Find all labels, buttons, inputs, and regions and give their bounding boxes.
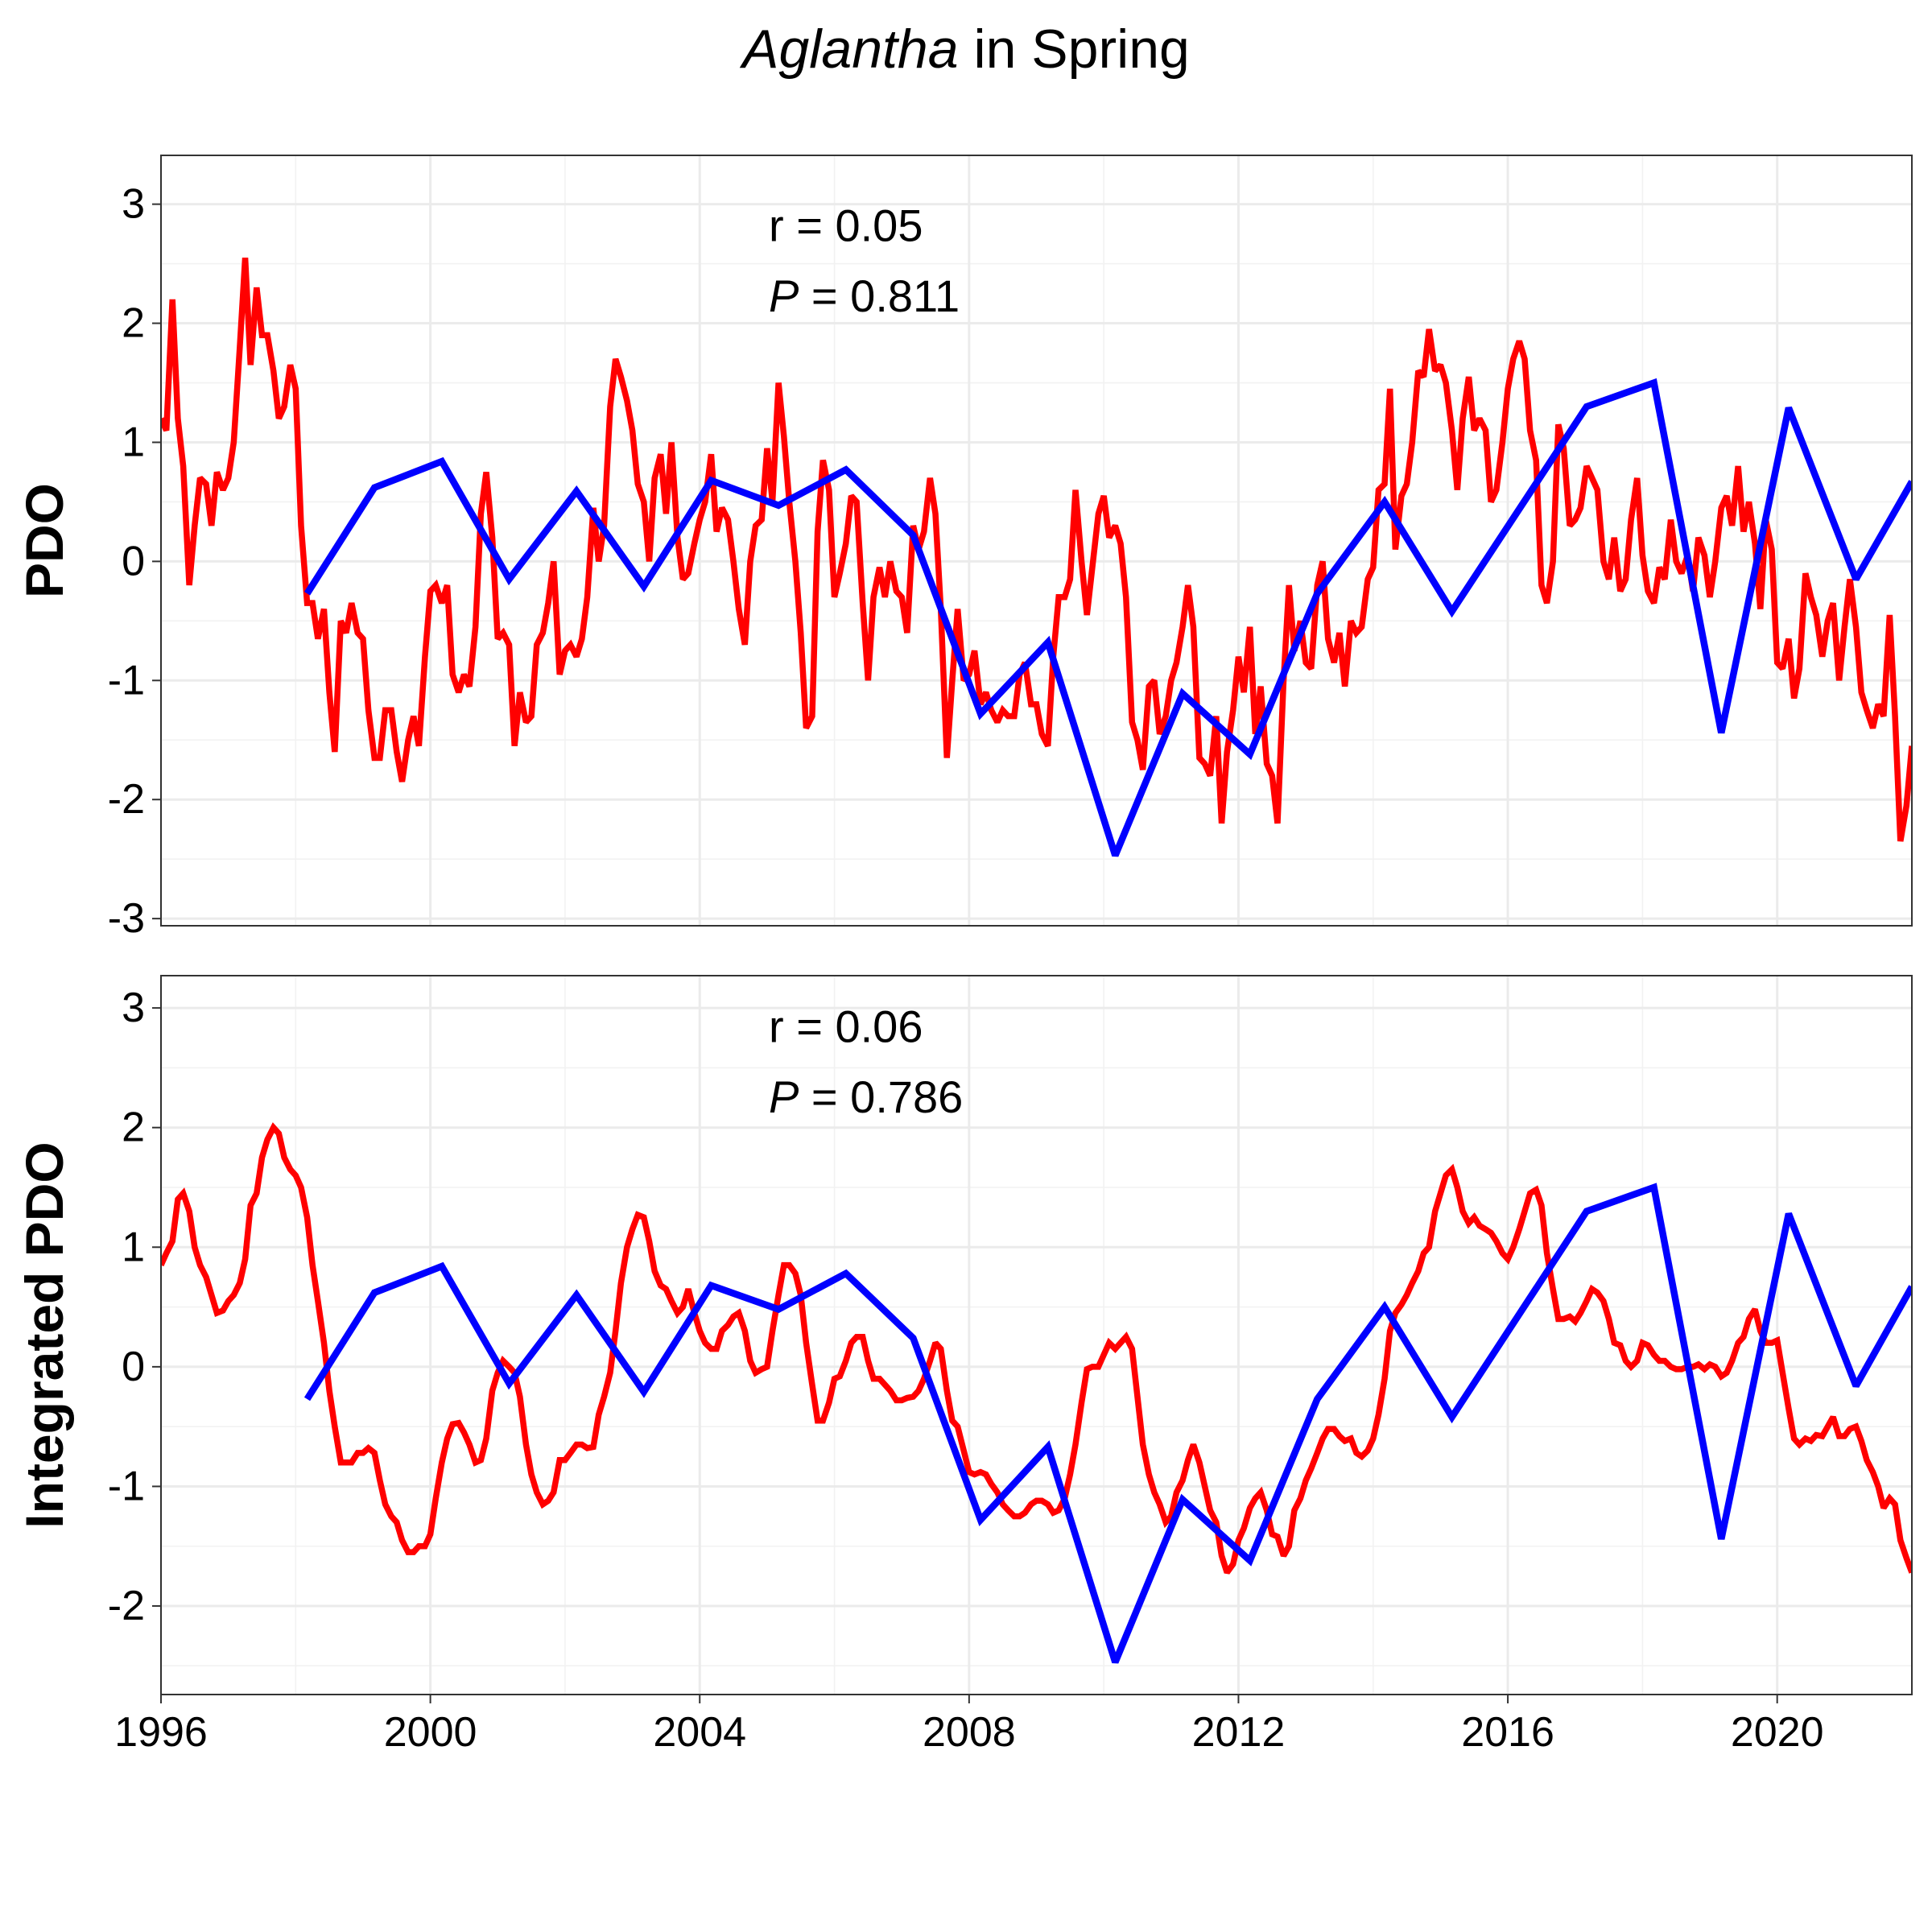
y-axis-title: PDO [14,483,74,598]
x-tick-label: 2004 [653,1709,746,1756]
text-part: in Spring [959,19,1190,80]
series-line [303,1183,1912,1664]
y-tick-label: 3 [122,985,145,1031]
annotation: P = 0.811 [769,270,960,321]
y-tick-label: -1 [108,1463,145,1509]
annotation: P = 0.786 [769,1071,963,1122]
y-tick-label: 1 [122,1224,145,1270]
text-part: = 0.786 [799,1071,963,1122]
italic-part: P [769,1071,799,1122]
x-tick-label: 1996 [114,1709,208,1756]
y-tick-label: -1 [108,657,145,704]
x-tick-label: 2020 [1731,1709,1824,1756]
annotation: r = 0.05 [769,200,923,251]
series-line [161,1122,1912,1575]
annotation: r = 0.06 [769,1001,923,1052]
x-tick-label: 2012 [1192,1709,1286,1756]
italic-part: P [769,270,799,321]
y-tick-label: 0 [122,538,145,584]
y-tick-label: 2 [122,1104,145,1151]
y-axis-title: Integrated PDO [14,1141,74,1528]
y-tick-label: 1 [122,419,145,465]
x-tick-label: 2000 [384,1709,477,1756]
panel-border [160,155,1913,927]
italic-part: Aglantha [739,19,958,80]
series-line [303,378,1912,857]
x-tick-label: 2016 [1461,1709,1554,1756]
y-tick-label: 0 [122,1344,145,1390]
y-tick-label: 3 [122,181,145,228]
y-tick-label: -2 [108,776,145,823]
y-tick-label: -3 [108,895,145,942]
y-tick-label: 2 [122,300,145,347]
text-part: = 0.811 [799,270,960,321]
x-tick-label: 2008 [923,1709,1016,1756]
panel-border [160,975,1913,1695]
series-line [161,257,1912,842]
y-tick-label: -2 [108,1583,145,1629]
chart-title: Aglantha in Spring [739,19,1190,80]
